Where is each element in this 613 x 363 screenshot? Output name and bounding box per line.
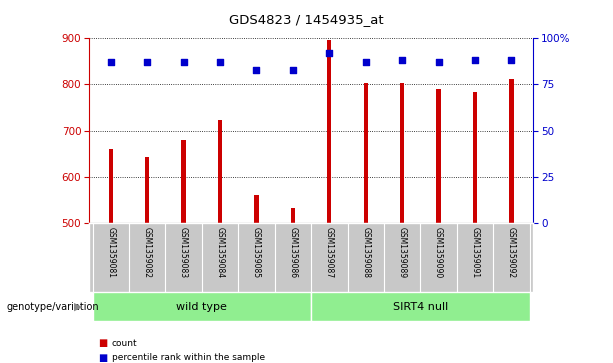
Bar (509, 79, 514, 223)
Text: GSM1359090: GSM1359090 (434, 227, 443, 278)
Bar (218, 121, 222, 223)
Text: GSM1359085: GSM1359085 (252, 227, 261, 278)
Bar (181, 140, 186, 223)
Bar (473, 92, 477, 223)
Text: genotype/variation: genotype/variation (6, 302, 99, 312)
Text: GSM1359089: GSM1359089 (398, 227, 406, 278)
Point (506, 57, 516, 63)
Point (215, 59, 225, 65)
Text: GSM1359081: GSM1359081 (106, 227, 115, 278)
Bar (145, 157, 150, 223)
Point (106, 59, 116, 65)
Bar (291, 208, 295, 223)
Point (470, 57, 480, 63)
Point (142, 59, 152, 65)
Text: ▶: ▶ (74, 302, 82, 312)
Point (324, 50, 334, 56)
Point (179, 59, 189, 65)
Bar (327, 40, 332, 223)
Text: GSM1359084: GSM1359084 (216, 227, 224, 278)
Point (361, 59, 371, 65)
Bar (400, 83, 405, 223)
Bar (109, 149, 113, 223)
Text: GSM1359087: GSM1359087 (325, 227, 334, 278)
Point (288, 67, 298, 73)
Text: GSM1359082: GSM1359082 (143, 227, 151, 278)
Text: SIRT4 null: SIRT4 null (393, 302, 448, 312)
Bar (254, 195, 259, 223)
Point (251, 67, 261, 73)
Bar (311, 292, 530, 321)
Text: ■: ■ (98, 338, 107, 348)
Text: ■: ■ (98, 352, 107, 363)
Bar (364, 83, 368, 223)
Text: GSM1359092: GSM1359092 (507, 227, 516, 278)
Text: GSM1359086: GSM1359086 (288, 227, 297, 278)
Text: GDS4823 / 1454935_at: GDS4823 / 1454935_at (229, 13, 384, 26)
Point (397, 57, 407, 63)
Bar (436, 89, 441, 223)
Text: GSM1359083: GSM1359083 (179, 227, 188, 278)
Text: percentile rank within the sample: percentile rank within the sample (112, 353, 265, 362)
Text: GSM1359088: GSM1359088 (361, 227, 370, 278)
Point (433, 59, 443, 65)
Bar (93, 292, 311, 321)
Text: wild type: wild type (177, 302, 227, 312)
Text: GSM1359091: GSM1359091 (471, 227, 479, 278)
Text: count: count (112, 339, 137, 347)
